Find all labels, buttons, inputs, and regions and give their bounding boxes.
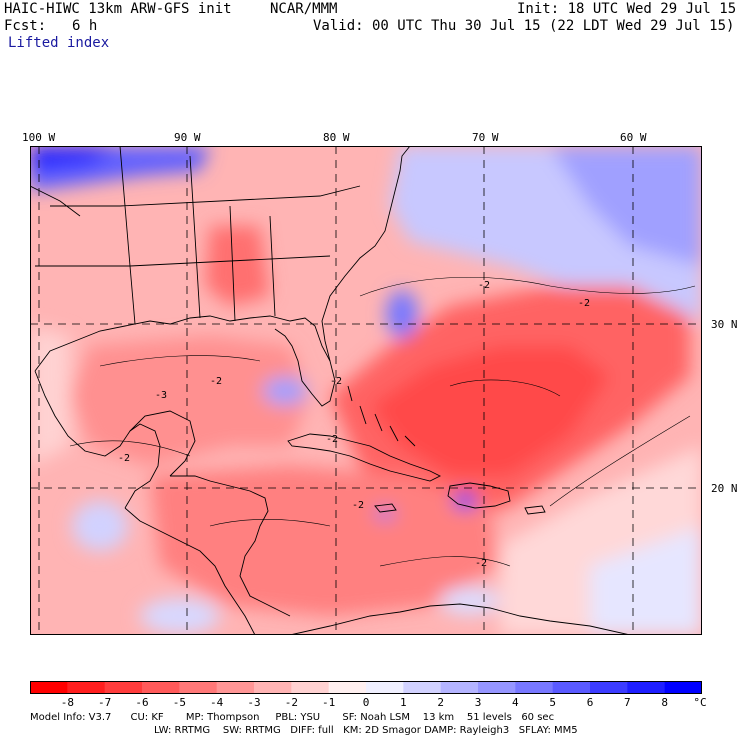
lon-label-90w: 90 W bbox=[174, 131, 201, 144]
colorbar-tick: 5 bbox=[549, 696, 556, 709]
contour-label: -2 bbox=[326, 434, 338, 445]
colorbar-tick: -3 bbox=[247, 696, 261, 709]
init-time: Init: 18 UTC Wed 29 Jul 15 bbox=[517, 1, 737, 17]
contour-label: -2 bbox=[118, 453, 130, 464]
contour-label: -2 bbox=[578, 298, 590, 309]
lifted-index-map: -2 -2 -2 -3 -2 -2 -2 -2 -2 bbox=[30, 146, 702, 635]
lon-label-100w: 100 W bbox=[22, 131, 56, 144]
colorbar-tick: 0 bbox=[362, 696, 370, 709]
colorbar-cell bbox=[627, 681, 666, 694]
colorbar-tick: 2 bbox=[437, 696, 444, 709]
colorbar-cell bbox=[515, 681, 554, 694]
contour-label-group: -2 -2 -2 -3 -2 -2 -2 -2 -2 bbox=[118, 280, 590, 569]
model-info-line2: LW: RRTMG SW: RRTMG DIFF: full KM: 2D Sm… bbox=[154, 725, 578, 736]
colorbar-cell bbox=[664, 681, 702, 694]
colorbar-tick: 6 bbox=[586, 696, 594, 709]
lat-lon-grid bbox=[30, 146, 702, 635]
colorbar-tick: -7 bbox=[98, 696, 112, 709]
colorbar-cell bbox=[254, 681, 292, 694]
lon-label-60w: 60 W bbox=[620, 131, 647, 144]
colorbar-tick: -4 bbox=[210, 696, 224, 709]
lon-label-70w: 70 W bbox=[472, 131, 499, 144]
model-title: HAIC-HIWC 13km ARW-GFS init bbox=[4, 1, 232, 17]
colorbar-tick: 3 bbox=[474, 696, 482, 709]
coastlines bbox=[30, 146, 631, 635]
contour-label: -2 bbox=[478, 280, 490, 291]
colorbar-tick: 1 bbox=[400, 696, 407, 709]
contour-label: -2 bbox=[210, 376, 222, 387]
field-name: Lifted index bbox=[8, 35, 110, 51]
colorbar-cell bbox=[552, 681, 591, 694]
contour-label: -2 bbox=[352, 500, 364, 511]
colorbar-tick: -6 bbox=[135, 696, 149, 709]
colorbar-tick: 4 bbox=[512, 696, 519, 709]
colorbar-tick: -5 bbox=[172, 696, 186, 709]
contour-label: -3 bbox=[155, 390, 167, 401]
colorbar-cell bbox=[440, 681, 479, 694]
valid-time: Valid: 00 UTC Thu 30 Jul 15 (22 LDT Wed … bbox=[313, 18, 735, 34]
colorbar-tick: -8 bbox=[60, 696, 74, 709]
colorbar-cell bbox=[328, 681, 367, 694]
lon-label-80w: 80 W bbox=[323, 131, 350, 144]
contour-label: -2 bbox=[475, 558, 487, 569]
map-frame bbox=[30, 146, 702, 635]
model-info-line1: Model Info: V3.7 CU: KF MP: Thompson PBL… bbox=[30, 712, 555, 723]
forecast-label: Fcst: bbox=[4, 18, 47, 34]
colorbar-cell bbox=[403, 681, 442, 694]
colorbar-cell bbox=[478, 681, 516, 694]
colorbar-cell bbox=[291, 681, 330, 694]
colorbar-tick: 8 bbox=[661, 696, 668, 709]
field-shading bbox=[30, 146, 702, 635]
org-label: NCAR/MMM bbox=[270, 1, 338, 17]
colorbar-cell bbox=[179, 681, 218, 694]
forecast-hours: 6 h bbox=[72, 18, 98, 34]
colorbar-cell bbox=[104, 681, 143, 694]
colorbar-cell bbox=[30, 681, 68, 694]
colorbar-tick: 7 bbox=[624, 696, 631, 709]
colorbar-cell bbox=[67, 681, 106, 694]
colorbar-cell bbox=[366, 681, 404, 694]
colorbar-unit: °C bbox=[693, 696, 707, 709]
colorbar-tick: -2 bbox=[284, 696, 298, 709]
colorbar-cell bbox=[590, 681, 628, 694]
contour-label: -2 bbox=[330, 376, 342, 387]
lat-label-30n: 30 N bbox=[711, 318, 738, 331]
lat-label-20n: 20 N bbox=[711, 482, 738, 495]
lifted-index-contours bbox=[69, 277, 696, 567]
colorbar-cell bbox=[142, 681, 180, 694]
colorbar bbox=[30, 681, 702, 694]
colorbar-cell bbox=[216, 681, 255, 694]
colorbar-tick: -1 bbox=[322, 696, 336, 709]
